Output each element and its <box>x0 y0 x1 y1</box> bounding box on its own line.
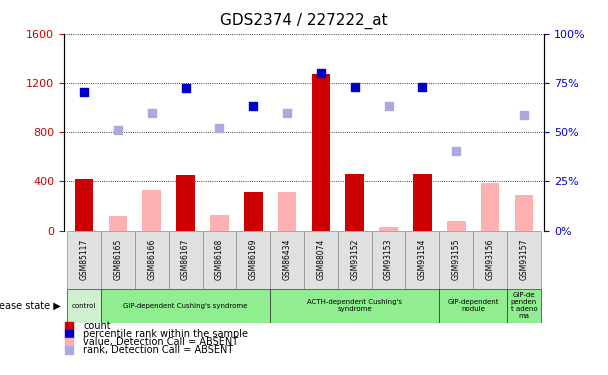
Text: GSM86165: GSM86165 <box>114 239 122 280</box>
Text: value, Detection Call = ABSENT: value, Detection Call = ABSENT <box>83 338 238 347</box>
Text: disease state ▶: disease state ▶ <box>0 301 61 310</box>
Text: count: count <box>83 321 111 332</box>
Bar <box>371 231 406 289</box>
Bar <box>135 231 168 289</box>
Point <box>215 126 224 132</box>
Bar <box>244 192 263 231</box>
Point <box>64 324 74 330</box>
Point <box>451 148 461 154</box>
Point <box>64 347 74 353</box>
Bar <box>168 231 202 289</box>
Bar <box>413 174 432 231</box>
Bar <box>101 231 135 289</box>
Point <box>350 84 359 90</box>
Point <box>64 339 74 345</box>
Text: GDS2374 / 227222_at: GDS2374 / 227222_at <box>220 13 388 29</box>
Point <box>113 127 123 133</box>
Bar <box>67 289 101 322</box>
Point <box>147 110 157 116</box>
Text: GSM93157: GSM93157 <box>519 239 528 280</box>
Bar <box>440 231 473 289</box>
Bar <box>440 289 507 322</box>
Bar <box>507 231 541 289</box>
Bar <box>379 227 398 231</box>
Bar <box>67 231 101 289</box>
Bar <box>202 231 237 289</box>
Bar <box>473 231 507 289</box>
Bar <box>514 195 533 231</box>
Point <box>316 70 326 76</box>
Text: GSM86168: GSM86168 <box>215 239 224 280</box>
Text: GSM93153: GSM93153 <box>384 239 393 280</box>
Bar <box>270 289 440 322</box>
Bar <box>278 192 296 231</box>
Text: control: control <box>72 303 96 309</box>
Bar <box>109 216 127 231</box>
Bar <box>176 175 195 231</box>
Bar <box>270 231 304 289</box>
Text: GSM93152: GSM93152 <box>350 239 359 280</box>
Bar <box>210 214 229 231</box>
Bar <box>345 174 364 231</box>
Bar <box>101 289 270 322</box>
Text: GSM93154: GSM93154 <box>418 239 427 280</box>
Point <box>249 104 258 110</box>
Bar <box>237 231 270 289</box>
Bar <box>304 231 338 289</box>
Bar <box>481 183 499 231</box>
Bar <box>406 231 440 289</box>
Point <box>384 104 393 110</box>
Text: ACTH-dependent Cushing's
syndrome: ACTH-dependent Cushing's syndrome <box>307 299 402 312</box>
Text: GSM86434: GSM86434 <box>283 239 292 280</box>
Bar <box>312 74 330 231</box>
Text: GSM85117: GSM85117 <box>80 239 89 280</box>
Text: GSM86167: GSM86167 <box>181 239 190 280</box>
Text: GSM93155: GSM93155 <box>452 239 461 280</box>
Text: GIP-de
penden
t adeno
ma: GIP-de penden t adeno ma <box>511 292 537 319</box>
Text: GIP-dependent
nodule: GIP-dependent nodule <box>447 299 499 312</box>
Point <box>418 84 427 90</box>
Text: GSM86169: GSM86169 <box>249 239 258 280</box>
Text: GSM88074: GSM88074 <box>316 239 325 280</box>
Bar <box>338 231 371 289</box>
Text: GIP-dependent Cushing's syndrome: GIP-dependent Cushing's syndrome <box>123 303 248 309</box>
Bar <box>142 190 161 231</box>
Text: GSM93156: GSM93156 <box>486 239 494 280</box>
Text: rank, Detection Call = ABSENT: rank, Detection Call = ABSENT <box>83 345 233 355</box>
Bar <box>75 179 94 231</box>
Bar <box>447 221 466 231</box>
Point <box>79 88 89 94</box>
Text: GSM86166: GSM86166 <box>147 239 156 280</box>
Point <box>64 332 74 338</box>
Bar <box>507 289 541 322</box>
Point <box>282 110 292 116</box>
Text: percentile rank within the sample: percentile rank within the sample <box>83 330 248 339</box>
Point <box>519 112 529 118</box>
Point <box>181 85 190 91</box>
